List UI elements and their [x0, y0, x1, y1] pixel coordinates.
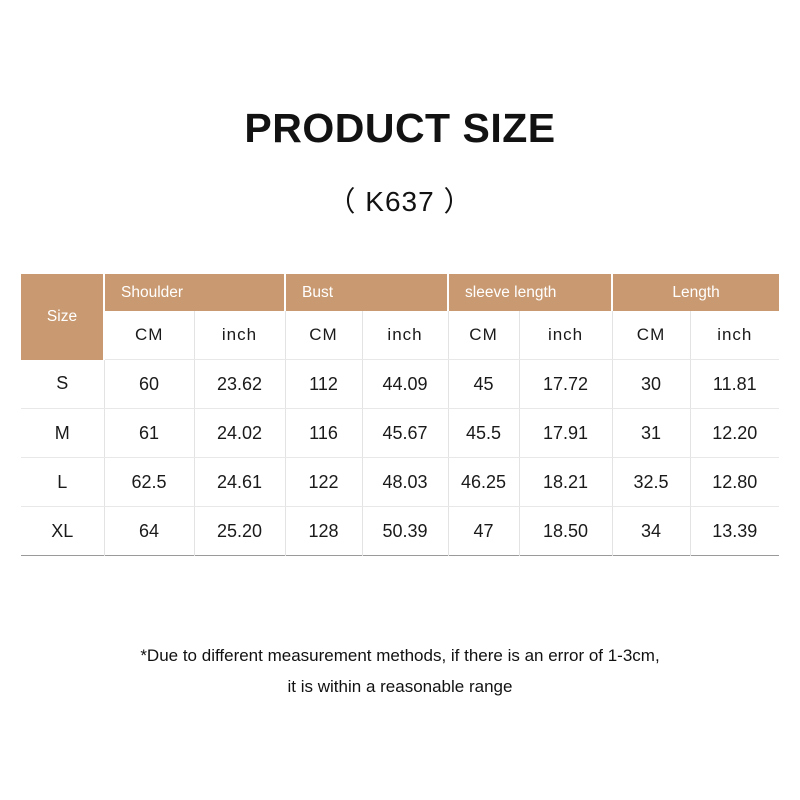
cell-sleeve-inch: 18.50 [519, 506, 613, 556]
table-row: L 62.5 24.61 122 48.03 46.25 18.21 32.5 … [21, 457, 780, 507]
cell-bust-inch: 44.09 [362, 359, 449, 409]
cell-bust-cm: 128 [285, 506, 363, 556]
cell-bust-inch: 48.03 [362, 457, 449, 507]
cell-length-inch: 11.81 [690, 359, 780, 409]
cell-sleeve-inch: 18.21 [519, 457, 613, 507]
cell-sleeve-cm: 46.25 [448, 457, 520, 507]
cell-length-cm: 31 [612, 408, 691, 458]
cell-length-cm: 34 [612, 506, 691, 556]
table-unit-header-row: CM inch CM inch CM inch CM inch [21, 311, 780, 360]
cell-shoulder-inch: 23.62 [194, 359, 286, 409]
size-chart-table: Size Shoulder Bust sleeve length Length … [21, 274, 780, 556]
cell-bust-inch: 50.39 [362, 506, 449, 556]
cell-shoulder-cm: 62.5 [104, 457, 195, 507]
disclaimer-line-1: *Due to different measurement methods, i… [140, 646, 660, 665]
cell-bust-cm: 122 [285, 457, 363, 507]
disclaimer-line-2: it is within a reasonable range [287, 677, 513, 697]
column-group-shoulder: Shoulder [104, 274, 287, 311]
cell-size: L [21, 457, 105, 507]
table-row: S 60 23.62 112 44.09 45 17.72 30 11.81 [21, 359, 780, 409]
table-row: M 61 24.02 116 45.67 45.5 17.91 31 12.20 [21, 408, 780, 458]
cell-sleeve-cm: 45.5 [448, 408, 520, 458]
cell-shoulder-inch: 24.61 [194, 457, 286, 507]
cell-length-inch: 12.80 [690, 457, 780, 507]
unit-shoulder-inch: inch [194, 311, 286, 360]
cell-shoulder-inch: 24.02 [194, 408, 286, 458]
cell-length-inch: 12.20 [690, 408, 780, 458]
unit-bust-inch: inch [362, 311, 449, 360]
cell-length-cm: 30 [612, 359, 691, 409]
unit-sleeve-inch: inch [519, 311, 613, 360]
column-group-bust: Bust [285, 274, 450, 311]
cell-shoulder-cm: 61 [104, 408, 195, 458]
cell-size: S [21, 359, 105, 409]
cell-shoulder-cm: 64 [104, 506, 195, 556]
column-group-length: Length [612, 274, 780, 311]
cell-length-inch: 13.39 [690, 506, 780, 556]
unit-bust-cm: CM [285, 311, 363, 360]
table-group-header-row: Size Shoulder Bust sleeve length Length [21, 274, 780, 360]
cell-shoulder-cm: 60 [104, 359, 195, 409]
cell-size: XL [21, 506, 105, 556]
column-header-size: Size [21, 274, 105, 360]
page-title: PRODUCT SIZE [244, 105, 556, 151]
cell-sleeve-inch: 17.91 [519, 408, 613, 458]
cell-length-cm: 32.5 [612, 457, 691, 507]
cell-size: M [21, 408, 105, 458]
cell-sleeve-cm: 47 [448, 506, 520, 556]
table-row: XL 64 25.20 128 50.39 47 18.50 34 13.39 [21, 506, 780, 556]
unit-length-inch: inch [690, 311, 780, 360]
cell-bust-cm: 116 [285, 408, 363, 458]
cell-shoulder-inch: 25.20 [194, 506, 286, 556]
product-code-subtitle: （ K637 ） [327, 186, 473, 217]
measurement-disclaimer: *Due to different measurement methods, i… [0, 640, 800, 703]
unit-length-cm: CM [612, 311, 691, 360]
cell-bust-cm: 112 [285, 359, 363, 409]
cell-bust-inch: 45.67 [362, 408, 449, 458]
unit-shoulder-cm: CM [104, 311, 195, 360]
unit-sleeve-cm: CM [448, 311, 520, 360]
cell-sleeve-inch: 17.72 [519, 359, 613, 409]
cell-sleeve-cm: 45 [448, 359, 520, 409]
column-group-sleeve-length: sleeve length [448, 274, 614, 311]
